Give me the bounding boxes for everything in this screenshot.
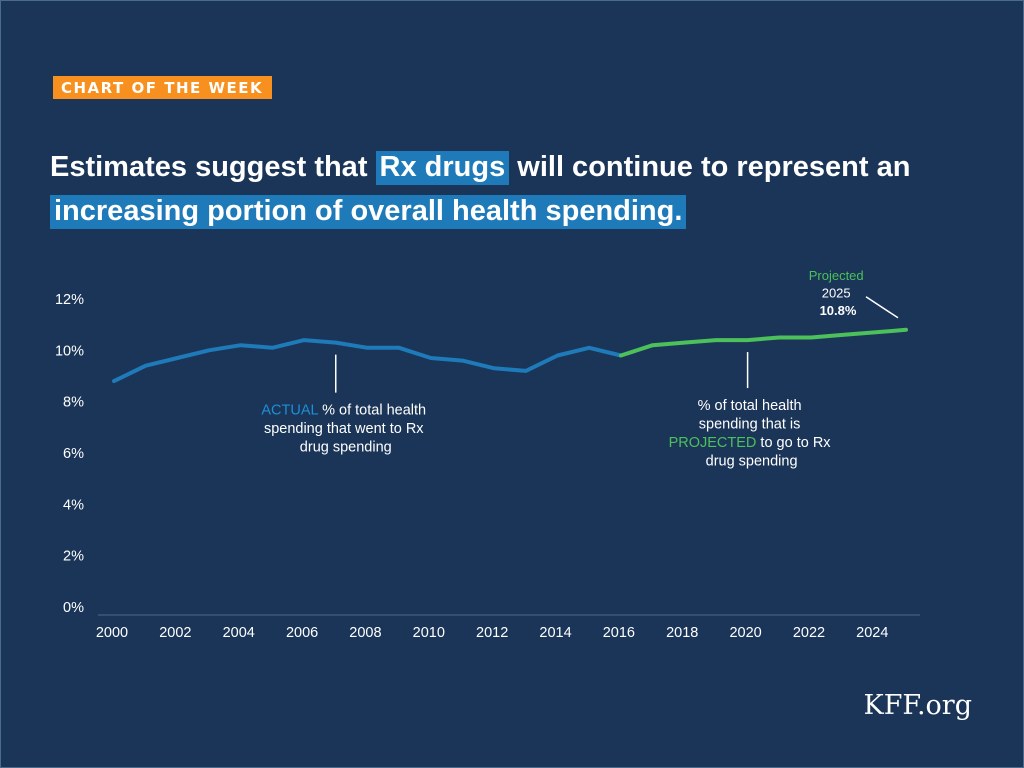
y-tick-label: 8% — [63, 395, 84, 411]
headline-highlight-spending: increasing portion of overall health spe… — [50, 195, 687, 229]
x-tick-label: 2022 — [793, 625, 825, 641]
projected-annotation-line2: spending that is — [699, 417, 801, 433]
x-tick-label: 2006 — [286, 625, 318, 641]
kff-logo: KFF.org — [863, 690, 972, 721]
x-tick-label: 2012 — [476, 625, 508, 641]
headline-text-2: will continue to represent an — [509, 151, 911, 183]
headline: Estimates suggest that Rx drugs will con… — [50, 145, 980, 233]
projected-keyword: PROJECTED — [669, 435, 757, 451]
x-tick-label: 2020 — [729, 625, 761, 641]
x-tick-label: 2004 — [223, 625, 255, 641]
y-tick-label: 10% — [55, 343, 84, 359]
chart-of-the-week-badge: CHART OF THE WEEK — [53, 76, 273, 99]
x-axis-labels: 2000 2002 2004 2006 2008 2010 2012 2014 2016 2018… — [96, 625, 889, 641]
endpoint-projected-label: Projected — [809, 268, 864, 283]
x-tick-label: 2008 — [349, 625, 381, 641]
series-line-projected — [618, 327, 908, 358]
headline-highlight-rx-drugs: Rx drugs — [375, 151, 510, 185]
y-tick-label: 4% — [63, 497, 84, 513]
endpoint-annotation: Projected 2025 10.8% — [809, 268, 868, 318]
y-tick-label: 0% — [63, 600, 84, 616]
actual-annotation-line2: spending that went to Rx — [264, 421, 424, 437]
actual-annotation-line3: drug spending — [300, 440, 392, 456]
endpoint-year-label: 2025 — [822, 285, 851, 300]
projected-annotation: % of total health spending that is PROJE… — [669, 398, 835, 470]
actual-annotation: ACTUAL % of total health spending that w… — [261, 403, 430, 456]
endpoint-value-label: 10.8% — [820, 303, 857, 318]
endpoint-callout-line — [865, 296, 899, 319]
x-tick-label: 2018 — [666, 625, 698, 641]
actual-annotation-line1: % of total health — [318, 403, 426, 419]
x-tick-label: 2000 — [96, 625, 128, 641]
headline-text-1: Estimates suggest that — [50, 151, 376, 183]
series-layer — [112, 327, 908, 384]
series-line-actual — [112, 338, 623, 384]
x-tick-label: 2014 — [539, 625, 571, 641]
x-tick-label: 2016 — [603, 625, 635, 641]
y-tick-label: 2% — [63, 549, 84, 565]
x-tick-label: 2024 — [856, 625, 888, 641]
y-tick-label: 12% — [55, 292, 84, 308]
x-tick-label: 2010 — [413, 625, 445, 641]
actual-keyword: ACTUAL — [261, 403, 318, 419]
projected-annotation-line1: % of total health — [698, 398, 802, 414]
projected-annotation-line4: drug spending — [706, 454, 798, 470]
x-tick-label: 2002 — [159, 625, 191, 641]
y-axis-labels: 0% 2% 4% 6% 8% 10% 12% — [55, 292, 84, 616]
projected-annotation-line3: to go to Rx — [756, 435, 831, 451]
y-tick-label: 6% — [63, 446, 84, 462]
